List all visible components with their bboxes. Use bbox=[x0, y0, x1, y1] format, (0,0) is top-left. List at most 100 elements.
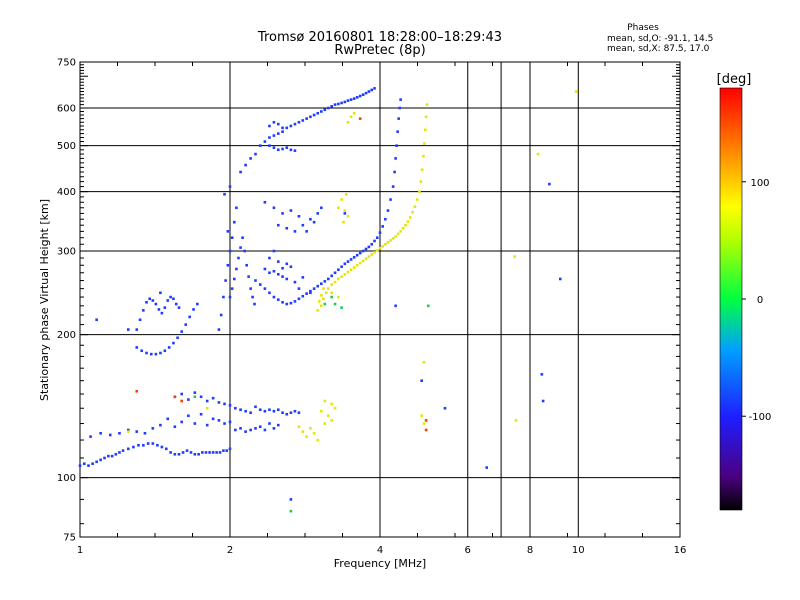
data-point bbox=[185, 449, 189, 452]
data-point bbox=[205, 399, 209, 403]
data-point bbox=[118, 431, 121, 435]
data-point bbox=[322, 287, 325, 290]
data-point bbox=[381, 225, 384, 228]
data-point bbox=[192, 308, 195, 311]
data-point bbox=[574, 90, 578, 93]
data-point bbox=[234, 406, 237, 410]
data-point bbox=[343, 262, 347, 266]
data-point bbox=[142, 443, 145, 447]
data-point bbox=[320, 110, 323, 113]
data-point bbox=[309, 291, 312, 295]
data-point bbox=[343, 100, 347, 104]
data-point bbox=[272, 295, 276, 299]
x-tick-label: 2 bbox=[227, 545, 233, 556]
grid bbox=[80, 62, 680, 537]
data-point bbox=[258, 144, 262, 147]
data-point bbox=[358, 251, 362, 255]
data-point bbox=[151, 299, 155, 302]
data-point bbox=[254, 152, 257, 156]
data-point bbox=[373, 87, 376, 90]
data-point bbox=[514, 419, 518, 422]
data-point bbox=[121, 449, 125, 452]
data-point bbox=[193, 395, 197, 399]
data-point bbox=[268, 291, 271, 295]
data-point bbox=[281, 266, 284, 270]
data-point bbox=[272, 427, 276, 430]
data-point bbox=[333, 406, 337, 410]
data-point bbox=[344, 192, 348, 196]
data-point bbox=[361, 93, 365, 97]
chart-title: Tromsø 20160801 18:28:00–18:29:43 bbox=[257, 30, 502, 45]
data-point bbox=[309, 289, 312, 293]
data-point bbox=[169, 295, 172, 299]
data-point bbox=[226, 263, 230, 267]
data-point bbox=[276, 272, 280, 276]
data-point bbox=[142, 309, 145, 312]
data-point bbox=[281, 147, 284, 151]
data-point bbox=[95, 460, 98, 464]
data-point bbox=[312, 113, 316, 117]
data-point bbox=[404, 223, 407, 227]
data-point bbox=[160, 445, 164, 449]
data-point bbox=[281, 212, 284, 215]
data-point bbox=[173, 452, 177, 456]
data-point bbox=[349, 98, 353, 101]
data-point bbox=[159, 423, 162, 427]
data-point bbox=[87, 464, 90, 467]
data-point bbox=[395, 144, 398, 147]
data-point bbox=[176, 336, 179, 340]
data-point bbox=[293, 280, 297, 284]
data-point bbox=[193, 452, 197, 456]
data-point bbox=[268, 408, 271, 412]
data-point bbox=[293, 149, 297, 152]
colorbar-label: [deg] bbox=[717, 72, 752, 87]
data-point bbox=[110, 454, 114, 458]
data-point bbox=[394, 304, 397, 308]
stats-header: Phases bbox=[627, 23, 659, 33]
data-point bbox=[276, 423, 280, 427]
data-point bbox=[244, 409, 247, 413]
data-point bbox=[322, 297, 325, 301]
data-point bbox=[330, 402, 334, 406]
data-point bbox=[323, 302, 327, 306]
data-point bbox=[180, 399, 184, 403]
data-point bbox=[396, 232, 400, 236]
data-point bbox=[333, 302, 337, 306]
data-point bbox=[352, 266, 356, 269]
data-point bbox=[358, 261, 362, 265]
data-point bbox=[199, 412, 203, 416]
data-point bbox=[399, 230, 402, 233]
data-point bbox=[169, 451, 172, 454]
data-point bbox=[276, 148, 280, 152]
data-point bbox=[239, 408, 242, 412]
data-point bbox=[327, 277, 330, 281]
data-point bbox=[215, 451, 218, 454]
colorbar-tick-label: -100 bbox=[749, 412, 772, 423]
data-point bbox=[330, 283, 334, 286]
data-point bbox=[272, 269, 276, 273]
data-point bbox=[196, 302, 199, 306]
data-point bbox=[167, 346, 171, 349]
data-point bbox=[423, 128, 427, 132]
data-point bbox=[316, 309, 320, 312]
data-point bbox=[228, 249, 232, 253]
data-point bbox=[312, 220, 316, 224]
data-point bbox=[272, 206, 276, 210]
x-tick-label: 8 bbox=[527, 545, 533, 556]
data-point bbox=[375, 236, 379, 240]
data-point bbox=[272, 134, 276, 137]
data-point bbox=[320, 294, 323, 297]
data-point bbox=[177, 306, 181, 309]
data-point bbox=[263, 287, 267, 290]
data-point bbox=[346, 270, 350, 274]
data-point bbox=[184, 323, 188, 326]
data-point bbox=[82, 462, 86, 465]
data-point bbox=[323, 280, 327, 283]
data-point bbox=[346, 214, 350, 218]
data-point bbox=[243, 249, 246, 253]
data-point bbox=[389, 198, 392, 201]
data-point bbox=[320, 304, 323, 308]
data-point bbox=[268, 271, 271, 275]
x-tick-label: 10 bbox=[572, 545, 585, 556]
data-point bbox=[193, 391, 197, 394]
